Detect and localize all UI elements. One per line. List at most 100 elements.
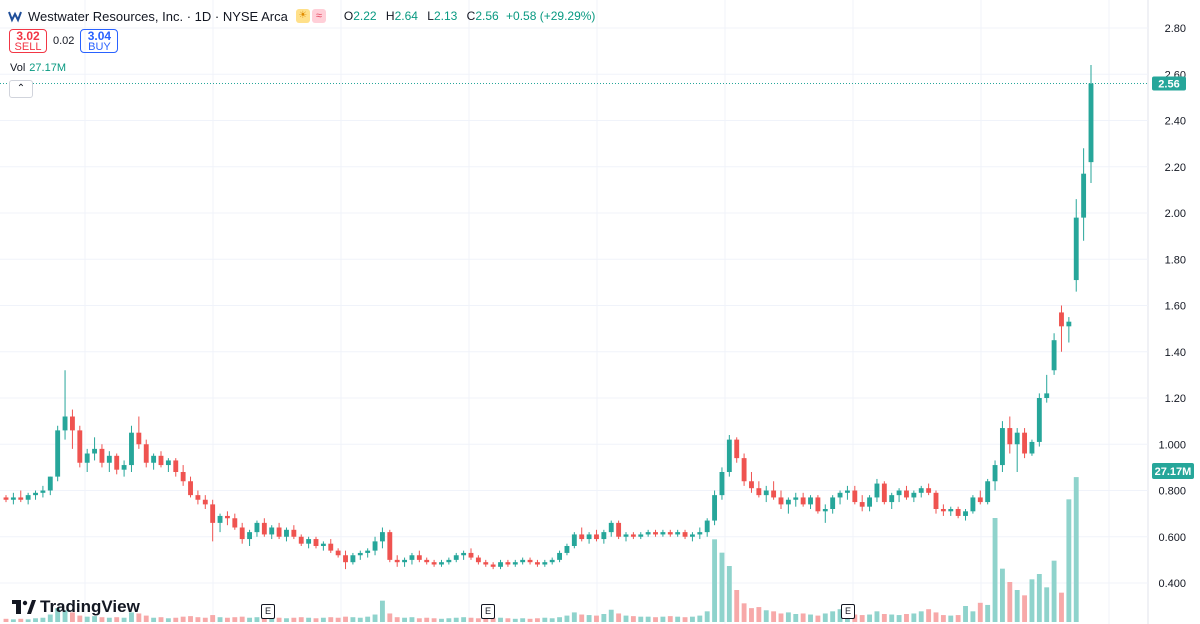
candle-body (313, 539, 319, 546)
y-tick-label: 1.000 (1158, 439, 1186, 451)
chevron-up-icon[interactable]: ⌃ (9, 80, 33, 98)
candle-body (1059, 312, 1064, 327)
candle-body (1073, 217, 1079, 281)
tradingview-logo-icon (12, 600, 36, 614)
volume-bar (726, 566, 732, 622)
volume-bar (712, 539, 718, 622)
candle-body (653, 532, 658, 535)
volume-bar (867, 614, 873, 622)
candle-body (84, 453, 90, 463)
volume-bar (158, 617, 164, 622)
volume-bar (667, 616, 673, 622)
volume-tag (1152, 463, 1194, 479)
candle-body (320, 543, 326, 546)
volume-bar (136, 613, 142, 622)
candle-body (69, 416, 75, 431)
candle-body (822, 509, 828, 512)
volume-bar (77, 615, 83, 622)
volume-bar (306, 617, 312, 622)
buy-button[interactable]: 3.04 BUY (80, 29, 119, 53)
volume-bar (963, 606, 968, 622)
volume-bar (121, 617, 127, 622)
candle-body (704, 520, 710, 533)
buy-label: BUY (88, 40, 111, 53)
volume-bar (896, 615, 902, 622)
volume-bar (10, 619, 16, 622)
volume-bar (763, 610, 769, 622)
candle-body (579, 534, 585, 540)
volume-bar (165, 618, 171, 622)
candle-body (1029, 441, 1035, 454)
candle-body (92, 448, 98, 454)
candle-body (402, 559, 408, 563)
earnings-marker[interactable]: E (261, 604, 275, 619)
candle-body (173, 460, 179, 472)
volume-bar (33, 618, 38, 622)
candle-body (1051, 340, 1057, 371)
volume-bar (416, 618, 422, 622)
tradingview-logo[interactable]: TradingView (12, 597, 140, 617)
volume-bar (594, 615, 599, 622)
y-tick-label: 1.40 (1165, 347, 1186, 359)
sell-button[interactable]: 3.02 SELL (9, 29, 47, 53)
candle-body (564, 546, 570, 553)
candle-body (800, 497, 806, 505)
candle-body (638, 534, 644, 537)
volume-bar (1029, 579, 1035, 622)
volume-bar (350, 617, 356, 622)
candle-body (1022, 432, 1028, 454)
candle-body (616, 522, 622, 537)
volume-bar (579, 614, 585, 622)
y-tick-label: 2.80 (1165, 23, 1186, 35)
volume-bar (25, 619, 31, 622)
volume-bar (1051, 560, 1057, 622)
y-tick-label: 0.600 (1158, 532, 1186, 544)
candle-body (195, 495, 201, 500)
volume-bar (439, 618, 444, 622)
candle-body (328, 543, 334, 551)
data-status-icon[interactable]: ≈ (311, 9, 326, 23)
candle-body (357, 552, 363, 556)
candle-body (498, 562, 503, 567)
candle-body (734, 439, 740, 459)
volume-bar (549, 618, 555, 622)
volume-bar (475, 618, 481, 622)
candle-body (99, 448, 105, 463)
candle-body (881, 483, 887, 503)
candle-body (1066, 321, 1072, 327)
candle-body (394, 559, 400, 563)
volume-bar (653, 617, 658, 622)
volume-bar (955, 615, 961, 622)
volume-bar (180, 616, 186, 622)
candle-body (586, 534, 592, 540)
candle-body (520, 559, 526, 563)
volume-bar (940, 615, 946, 622)
volume-bar (830, 611, 836, 622)
symbol-title[interactable]: Westwater Resources, Inc. · 1D · NYSE Ar… (28, 8, 288, 24)
earnings-marker[interactable]: E (481, 604, 495, 619)
candle-body (815, 497, 821, 512)
volume-bar (512, 618, 518, 622)
volume-bar (402, 617, 408, 622)
candle-body (874, 483, 880, 498)
market-status-icon[interactable]: ☀ (295, 9, 310, 23)
candle-body (136, 432, 142, 445)
candle-body (926, 488, 932, 493)
volume-legend: Vol 27.17M (10, 62, 66, 74)
volume-bar (904, 614, 909, 622)
volume-bar (254, 617, 260, 622)
volume-bar (143, 615, 149, 622)
volume-bar (1007, 582, 1013, 622)
candle-body (306, 539, 312, 544)
candle-body (232, 518, 238, 528)
volume-bar (129, 612, 134, 622)
company-logo-icon (8, 11, 22, 23)
volume-bar (608, 609, 614, 622)
candle-body (350, 555, 356, 563)
earnings-marker[interactable]: E (841, 604, 855, 619)
candle-body (261, 522, 267, 535)
candle-body (940, 509, 946, 512)
y-tick-label: 1.20 (1165, 393, 1186, 405)
